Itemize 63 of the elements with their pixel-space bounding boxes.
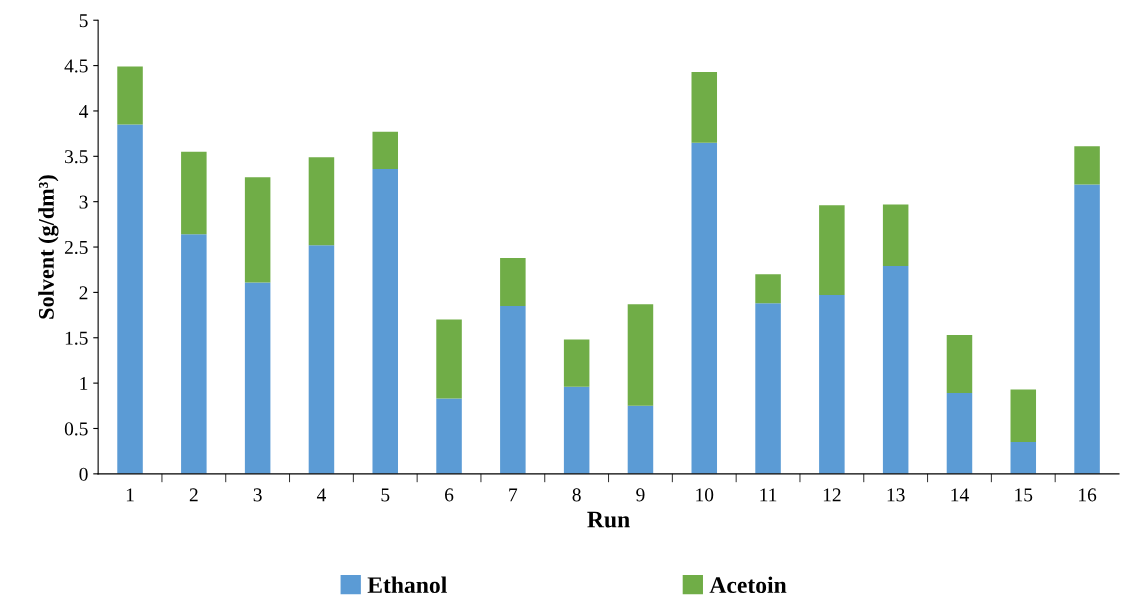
y-tick-label: 0.5 [64,422,88,436]
y-tick-label: 4.5 [64,59,88,73]
y-axis-title: Solvent (g/dm³) [38,175,59,319]
bar [1074,184,1100,474]
x-tick-label: 13 [887,488,905,502]
bar [1074,146,1100,185]
bar [1010,442,1037,474]
x-tick-label: 11 [760,488,777,502]
y-tick-label: 0 [79,467,88,481]
bar [244,282,271,474]
bar [755,274,781,304]
bar [181,151,207,235]
y-tick-label: 2 [79,286,88,300]
bar [436,319,462,399]
bar [755,303,781,474]
bar [181,234,207,474]
x-tick-label: 8 [572,488,581,502]
y-tick-label: 1 [80,377,88,390]
bar [627,304,654,406]
x-tick-label: 15 [1015,488,1033,502]
bar [563,386,590,474]
bar [691,142,718,474]
x-tick-label: 10 [696,488,714,502]
y-tick-label: 1.5 [65,331,88,345]
bar [946,393,973,474]
bar [117,124,143,474]
legend-label: Ethanol [367,576,447,594]
x-tick-label: 7 [509,488,518,502]
x-tick-label: 16 [1079,488,1097,502]
bar [500,306,526,474]
bar [691,71,718,143]
bar [882,204,909,267]
bar [627,405,654,474]
legend-label: Acetoin [709,576,787,594]
y-tick-label: 5 [79,14,88,28]
x-tick-label: 5 [381,488,390,502]
bar [308,157,335,246]
bar [882,266,909,474]
x-tick-label: 2 [189,488,198,502]
y-tick-label: 4 [79,104,89,118]
bar [1010,389,1037,443]
bar [372,131,399,170]
bar [563,339,590,387]
bar [436,398,462,474]
bar [819,205,845,296]
x-tick-label: 9 [636,488,645,502]
bar [244,177,271,283]
bar [308,245,335,474]
x-tick-label: 3 [253,488,262,502]
y-tick-label: 2.5 [64,240,88,255]
x-tick-label: 4 [316,488,326,502]
bar [372,169,399,474]
bar [117,66,143,125]
x-tick-label: 12 [823,488,841,502]
bar [946,335,973,394]
x-tick-label: 14 [951,488,969,502]
y-tick-label: 3.5 [65,150,88,164]
x-axis-title: Run [587,511,630,528]
y-tick-label: 3 [79,195,88,209]
x-tick-label: 6 [445,488,454,502]
bar [819,295,845,474]
bar [500,257,526,307]
x-tick-label: 1 [126,488,134,502]
